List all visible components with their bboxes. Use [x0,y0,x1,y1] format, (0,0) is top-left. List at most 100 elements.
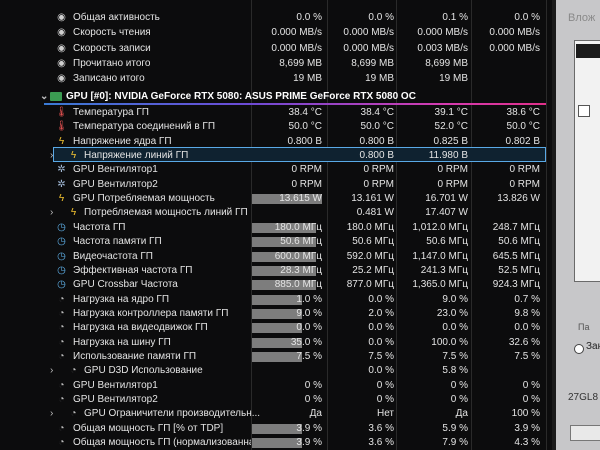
min-value: 0.000 MB/s [343,42,394,54]
sensor-name: Частота ГП [73,221,126,233]
fan-icon: ✲ [57,178,66,190]
current-value: 0.0 % [296,12,322,23]
adjacent-window: Влож Па Зан 27GL8 [556,0,600,450]
min-value: 0.0 % [368,12,394,23]
clock-icon: ◷ [57,236,66,248]
table-scroll-edge[interactable] [552,0,556,450]
sensor-row[interactable]: › ϟ Напряжение линий ГП 0.800 В 11.980 В [0,149,552,163]
min-value: 13.161 W [351,193,394,205]
gauge-icon: ◔ [58,437,65,449]
current-value: 0.000 MB/s [271,27,322,39]
sensor-row[interactable]: ◔ Нагрузка контроллера памяти ГП 9.0 % 2.0 … [0,307,552,321]
sensor-row[interactable]: ◔ Нагрузка на видеодвижок ГП 0.0 % 0.0 % 0.0… [0,321,552,335]
sensor-name: Потребляемая мощность линий ГП [84,207,248,219]
lightning-icon: ϟ [70,207,77,219]
sensor-row[interactable]: ◷ Видеочастота ГП 600.0 МГц 592.0 МГц 1,147.… [0,250,552,264]
gauge-icon: ◔ [70,408,77,420]
sensor-row[interactable]: ◔ Нагрузка на ядро ГП 1.0 % 0.0 % 9.0 % 0.7 % [0,293,552,307]
current-value: 3.9 % [296,422,322,434]
gauge-icon: ◔ [58,350,65,362]
current-value: 50.0 °C [288,121,322,133]
sensor-name: Прочитано итого [73,57,151,69]
sensor-row[interactable]: › ◔ GPU Ограничители производительн... Да Не… [0,407,552,421]
sensor-row[interactable]: ◉ Записано итого 19 MB 19 MB 19 MB [0,72,552,86]
value-graph-bar [252,280,317,291]
sensor-row[interactable]: ◷ Эффективная частота ГП 28.3 МГц 25.2 МГц 2… [0,264,552,278]
avg-value: 32.6 % [508,336,540,348]
sensor-name: Записано итого [73,73,145,85]
min-value: 0 RPM [363,178,394,190]
sensor-row[interactable]: ◔ GPU Вентилятор2 0 % 0 % 0 % 0 % [0,393,552,407]
expand-chevron-icon[interactable]: › [50,408,54,420]
min-value: 0.481 W [356,207,394,219]
sensor-row[interactable]: ◷ GPU Crossbar Частота 885.0 МГц 877.0 МГц 1… [0,278,552,292]
avg-value: 0.000 MB/s [489,42,540,54]
sensor-row[interactable]: 🌡 Температура ГП 38.4 °C 38.4 °C 39.1 °C 38.6… [0,106,552,120]
selected-row-highlight [53,147,546,162]
adjacent-label-bottom: 27GL8 [568,392,599,403]
sensor-row[interactable]: ◷ Частота памяти ГП 50.6 МГц 50.6 МГц 50.6 М… [0,235,552,249]
max-value: 5.8 % [442,365,468,377]
sensor-row[interactable]: ◔ Общая мощность ГП (нормализованна... 3.9… [0,436,552,450]
sensor-row[interactable]: 🌡 Температура соединений в ГП 50.0 °C 50.0 … [0,120,552,134]
avg-value: 52.5 МГц [498,264,540,276]
sensor-name: Напряжение ядра ГП [73,135,172,147]
gauge-icon: ◔ [58,336,65,348]
sensor-row[interactable]: ◉ Скорость записи 0.000 MB/s 0.000 MB/s 0.00… [0,42,552,56]
gpu-device-title: GPU [#0]: NVIDIA GeForce RTX 5080: ASUS … [66,91,416,102]
adjacent-checkbox[interactable] [578,105,590,117]
expand-chevron-icon[interactable]: › [50,150,54,162]
current-value: 0.000 MB/s [271,42,322,54]
sensor-name: Общая мощность ГП [% от TDP] [73,422,224,434]
gauge-icon: ◔ [58,379,65,391]
sensor-row[interactable]: › ◔ GPU D3D Использование 0.0 % 5.8 % [0,364,552,378]
sensor-row[interactable]: ✲ GPU Вентилятор1 0 RPM 0 RPM 0 RPM 0 RPM [0,163,552,177]
current-value: 19 MB [293,73,322,85]
sensor-row[interactable]: ◉ Прочитано итого 8,699 MB 8,699 MB 8,699 MB [0,57,552,71]
avg-value: 924.3 МГц [492,279,540,291]
sensor-row[interactable]: ϟ Напряжение ядра ГП 0.800 В 0.800 В 0.825 В… [0,135,552,149]
sensor-row[interactable]: ◔ Нагрузка на шину ГП 35.0 % 0.0 % 100.0 % 32… [0,336,552,350]
sensor-row[interactable]: ◉ Скорость чтения 0.000 MB/s 0.000 MB/s 0.00… [0,26,552,40]
max-value: 0 RPM [437,164,468,176]
min-value: 8,699 MB [351,57,394,69]
fan-icon: ✲ [57,164,66,176]
min-value: 25.2 МГц [352,264,394,276]
sensor-row[interactable]: ◷ Частота ГП 180.0 МГц 180.0 МГц 1,012.0 МГц… [0,221,552,235]
sensor-row[interactable]: ◔ Использование памяти ГП 7.5 % 7.5 % 7.5 % 7… [0,350,552,364]
min-value: 38.4 °C [360,107,394,118]
adjacent-list-selected[interactable] [576,44,600,58]
sensor-row[interactable]: ◔ Общая мощность ГП [% от TDP] 3.9 % 3.6 % 5… [0,422,552,436]
gpu-device-header[interactable]: ⌄ GPU [#0]: NVIDIA GeForce RTX 5080: ASU… [0,90,552,104]
adjacent-list-box[interactable] [574,40,600,282]
min-value: 3.6 % [368,422,394,434]
sensor-row[interactable]: ✲ GPU Вентилятор2 0 RPM 0 RPM 0 RPM 0 RPM [0,178,552,192]
avg-value: 50.6 МГц [498,236,540,248]
adjacent-bottom-field[interactable] [570,425,600,441]
collapse-chevron-icon[interactable]: ⌄ [40,91,49,102]
max-value: 0 % [450,379,468,391]
avg-value: 100 % [511,408,540,420]
sensor-row[interactable]: › ϟ Потребляемая мощность линий ГП 0.481 W 1… [0,206,552,220]
sensor-name: GPU Вентилятор1 [73,164,158,176]
sensor-row[interactable]: ϟ GPU Потребляемая мощность 13.615 W 13.161… [0,192,552,206]
avg-value: 0.000 MB/s [489,27,540,39]
max-value: 0.825 В [433,135,468,147]
expand-chevron-icon[interactable]: › [50,365,54,377]
sensor-table: ◉ Общая активность 0.0 % 0.0 % 0.1 % 0.0 % ◉ Ск… [0,0,552,450]
min-value: 0.0 % [368,365,394,377]
sensor-name: Использование памяти ГП [73,350,197,362]
sensor-name: Нагрузка контроллера памяти ГП [73,307,229,319]
avg-value: 0.7 % [514,293,540,305]
avg-value: 0.0 % [514,12,540,23]
sensor-row[interactable]: ◉ Общая активность 0.0 % 0.0 % 0.1 % 0.0 % [0,11,552,25]
current-value: 0 RPM [291,164,322,176]
max-value: 0.1 % [442,12,468,23]
avg-value: 0.802 В [505,135,540,147]
disk-icon: ◉ [57,12,66,23]
adjacent-radio-button[interactable] [574,344,584,354]
device-header-underline [44,103,546,105]
sensor-row[interactable]: ◔ GPU Вентилятор1 0 % 0 % 0 % 0 % [0,379,552,393]
expand-chevron-icon[interactable]: › [50,207,54,219]
value-graph-bar [252,237,317,248]
